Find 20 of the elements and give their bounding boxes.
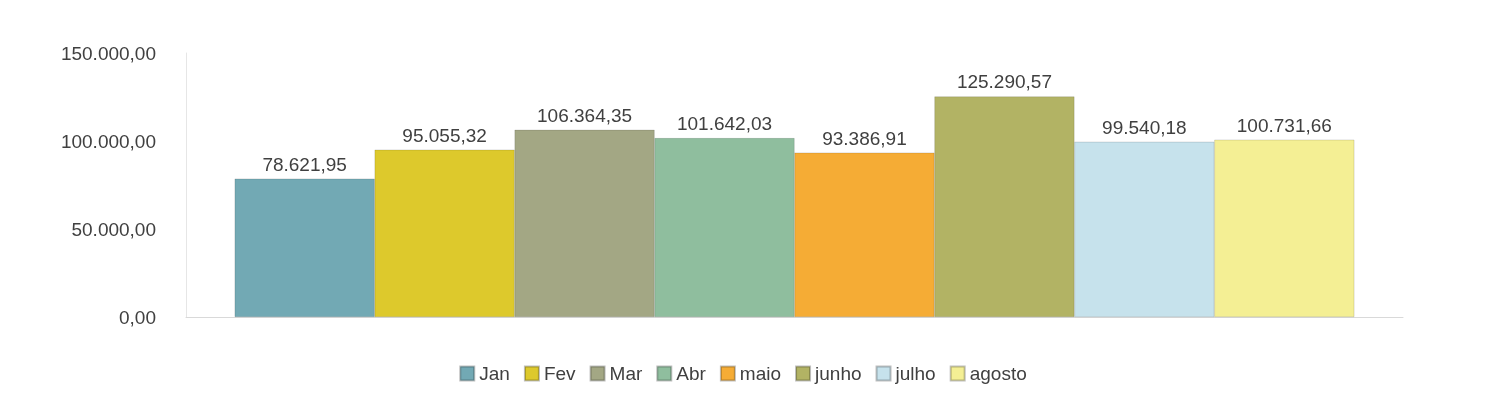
data-label: 106.364,35 [537, 104, 633, 126]
legend-label: Jan [479, 363, 510, 384]
data-label: 99.540,18 [1102, 116, 1187, 138]
legend-label: agosto [969, 363, 1027, 384]
y-tick-label: 100.000,00 [60, 130, 156, 152]
legend-label: Abr [676, 363, 707, 384]
legend-label: maio [739, 363, 782, 384]
y-tick-label: 50.000,00 [71, 218, 156, 240]
legend-label: julho [894, 363, 936, 384]
data-label: 101.642,03 [676, 113, 773, 135]
y-tick-label: 150.000,00 [60, 42, 156, 64]
data-label: 78.621,95 [262, 153, 347, 175]
legend-label: junho [814, 363, 862, 384]
data-label: 95.055,32 [402, 124, 487, 146]
data-label: 93.386,91 [822, 127, 907, 149]
data-label: 125.290,57 [956, 71, 1052, 93]
legend-label: Mar [609, 363, 643, 384]
legend-label: Fev [543, 363, 577, 384]
data-label: 100.731,66 [1236, 114, 1332, 136]
y-tick-label: 0,00 [119, 306, 156, 328]
